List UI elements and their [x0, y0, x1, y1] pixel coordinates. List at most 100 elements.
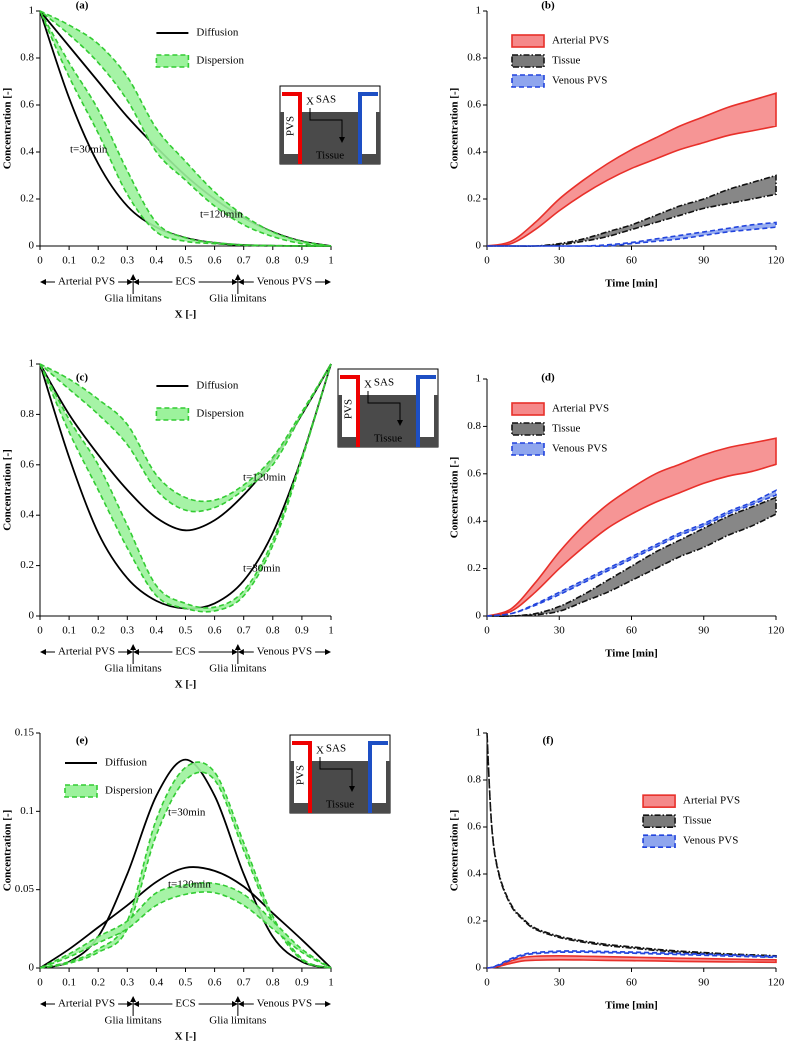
x-tick-label: 90 — [698, 255, 710, 267]
y-tick-label: 0.2 — [467, 915, 481, 927]
boundary-label: Glia limitans — [209, 1015, 266, 1027]
region-label: ECS — [175, 998, 195, 1010]
inset-sas — [302, 96, 358, 112]
x-tick-label: 0.8 — [266, 255, 280, 267]
y-tick-label: 0.6 — [20, 99, 34, 111]
y-tick-label: 1 — [29, 5, 35, 17]
x-tick-label: 0 — [484, 625, 490, 637]
x-axis-title: Time [min] — [605, 278, 658, 290]
y-tick-label: 0.4 — [467, 515, 481, 527]
dispersion-band — [39, 761, 332, 969]
y-tick-label: 0.4 — [467, 868, 481, 880]
boundary-label: Glia limitans — [209, 663, 266, 675]
inset-pvs-left — [284, 96, 302, 154]
x-tick-label: 0.9 — [295, 255, 309, 267]
y-tick-label: 0.2 — [467, 562, 481, 574]
legend-label: Venous PVS — [552, 443, 607, 455]
dispersion-band — [486, 496, 777, 617]
inset-label: PVS — [285, 116, 297, 136]
inset-pvs-right — [358, 96, 376, 154]
annotation: t=120min — [243, 472, 286, 484]
x-tick-label: 0.8 — [266, 977, 280, 989]
annotation: t=120min — [200, 209, 243, 221]
dispersion-band — [39, 363, 332, 613]
x-tick-label: 0.7 — [237, 625, 251, 637]
x-tick-label: 0.5 — [179, 977, 193, 989]
inset-label: X — [306, 96, 314, 108]
x-tick-label: 1 — [328, 977, 334, 989]
x-tick-label: 0.2 — [91, 977, 105, 989]
dispersion-band — [486, 221, 777, 247]
x-tick-label: 0.2 — [91, 255, 105, 267]
x-tick-label: 60 — [626, 977, 638, 989]
x-axis-title: X [-] — [175, 309, 197, 321]
x-tick-label: 0.4 — [150, 625, 164, 637]
y-axis-title: Concentration [-] — [449, 88, 461, 170]
inset-label: Tissue — [316, 150, 344, 162]
panel-label: (d) — [541, 372, 555, 384]
region-label: Venous PVS — [257, 998, 312, 1010]
y-tick-label: 0.6 — [467, 99, 481, 111]
x-tick-label: 120 — [768, 255, 785, 267]
inset-label: Tissue — [374, 433, 402, 445]
x-tick-label: 0.5 — [179, 625, 193, 637]
legend-label: Diffusion — [105, 757, 147, 769]
x-tick-label: 0.4 — [150, 977, 164, 989]
legend-swatch — [511, 442, 545, 456]
x-tick-label: 0.7 — [237, 977, 251, 989]
region-label: Venous PVS — [257, 646, 312, 658]
legend-swatch — [642, 794, 676, 808]
legend-label: Dispersion — [105, 785, 153, 797]
legend-swatch — [511, 34, 545, 48]
dispersion-band — [39, 363, 332, 513]
panel-label: (a) — [76, 0, 89, 12]
legend-label: Tissue — [552, 423, 580, 435]
y-tick-label: 0.6 — [467, 821, 481, 833]
x-tick-label: 0.1 — [62, 977, 76, 989]
inset-x-arrow — [309, 108, 345, 143]
x-tick-label: 60 — [626, 255, 638, 267]
legend-label: Tissue — [552, 55, 580, 67]
y-tick-label: 0.4 — [20, 146, 34, 158]
x-tick-label: 0 — [37, 625, 43, 637]
legend-swatch — [642, 834, 676, 848]
inset-artery — [282, 92, 302, 164]
legend-label: Diffusion — [196, 27, 238, 39]
y-axis-title: Concentration [-] — [2, 88, 14, 170]
y-tick-label: 1 — [476, 373, 482, 385]
diffusion-curve — [39, 866, 332, 969]
annotation: t=30min — [70, 144, 108, 156]
y-tick-label: 0.4 — [467, 146, 481, 158]
region-label: ECS — [175, 646, 195, 658]
annotation: t=30min — [168, 807, 206, 819]
y-tick-label: 0 — [29, 610, 35, 622]
inset-label: PVS — [295, 765, 307, 785]
y-tick-label: 0.8 — [20, 408, 34, 420]
inset-vein — [416, 375, 436, 447]
inset-x-arrow — [319, 757, 355, 792]
inset-sas — [360, 379, 416, 395]
inset-pvs-right — [416, 379, 434, 437]
inset-pvs-left — [342, 379, 360, 437]
legend-swatch — [64, 784, 98, 798]
inset-schematic: PVS X SAS Tissue — [279, 85, 381, 165]
y-axis-title: Concentration [-] — [449, 810, 461, 892]
x-tick-label: 0.8 — [266, 625, 280, 637]
y-tick-label: 0.6 — [467, 467, 481, 479]
y-axis-title: Concentration [-] — [2, 810, 14, 892]
inset-label: Tissue — [326, 799, 354, 811]
x-tick-label: 0.6 — [208, 625, 222, 637]
legend-label: Venous PVS — [552, 75, 607, 87]
y-tick-label: 0.2 — [20, 559, 34, 571]
x-tick-label: 0 — [484, 255, 490, 267]
x-tick-label: 0.2 — [91, 625, 105, 637]
legend-swatch — [511, 74, 545, 88]
dispersion-band — [486, 437, 777, 617]
legend-label: Arterial PVS — [683, 795, 740, 807]
x-tick-label: 0.1 — [62, 255, 76, 267]
boundary-label: Glia limitans — [105, 293, 162, 305]
boundary-label: Glia limitans — [209, 293, 266, 305]
annotation: t=30min — [243, 563, 281, 575]
x-tick-label: 1 — [328, 625, 334, 637]
legend-swatch — [511, 402, 545, 416]
